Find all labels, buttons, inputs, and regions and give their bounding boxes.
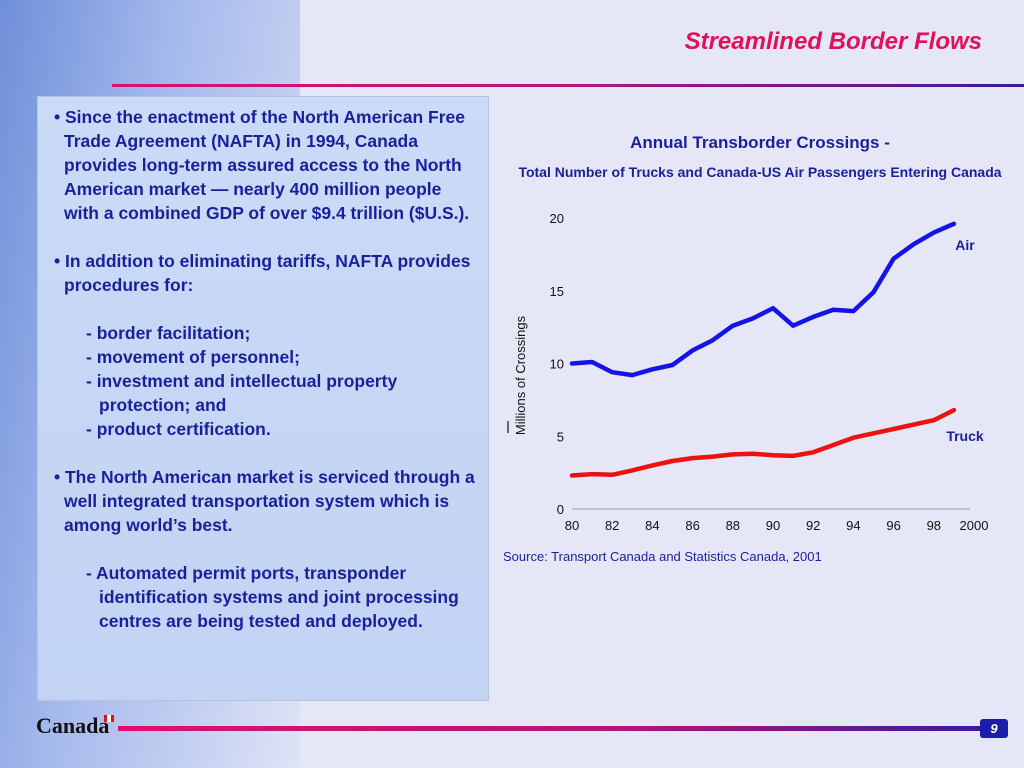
chart-subtitle: Total Number of Trucks and Canada-US Air… (518, 164, 1002, 180)
list-item: - movement of personnel; (86, 347, 300, 367)
x-tick-label: 84 (645, 518, 659, 533)
canada-wordmark: Canada (36, 713, 110, 738)
page-number: 9 (980, 719, 1008, 738)
y-tick-label: 10 (550, 357, 564, 372)
series-label-truck: Truck (946, 428, 984, 444)
page-title: Streamlined Border Flows (684, 28, 982, 55)
list-item: - border facilitation; (86, 323, 251, 343)
line-chart: 0 5 10 15 20 80 82 84 86 88 90 92 94 96 98 2000 Millions… (507, 211, 989, 533)
y-tick-label: 20 (550, 211, 564, 226)
x-tick-label: 96 (886, 518, 900, 533)
y-axis-label: Millions of Crossings (513, 315, 528, 435)
x-tick-label: 94 (846, 518, 860, 533)
header-rule (112, 84, 1024, 87)
bullet-transportation: • The North American market is serviced … (54, 467, 475, 535)
procedure-list: - border facilitation; - movement of per… (48, 321, 478, 441)
x-tick-label: 2000 (960, 518, 989, 533)
series-label-air: Air (955, 237, 975, 253)
x-tick-label: 86 (685, 518, 699, 533)
x-tick-label: 82 (605, 518, 619, 533)
x-tick-label: 80 (565, 518, 579, 533)
series-line-truck (569, 407, 957, 478)
series-line-air (569, 221, 957, 378)
list-item: - investment and intellectual property p… (86, 371, 398, 415)
text-panel: • Since the enactment of the North Ameri… (37, 96, 489, 701)
list-item: - product certification. (86, 419, 271, 439)
bullet-nafta: • Since the enactment of the North Ameri… (54, 107, 470, 223)
y-tick-label: 5 (557, 429, 564, 444)
y-tick-label: 15 (550, 284, 564, 299)
chart-title: Annual Transborder Crossings - (630, 133, 890, 152)
list-item-automated: - Automated permit ports, transponder id… (86, 563, 459, 631)
x-tick-label: 92 (806, 518, 820, 533)
x-tick-label: 98 (927, 518, 941, 533)
bullet-procedures: • In addition to eliminating tariffs, NA… (54, 251, 471, 295)
source-note: Source: Transport Canada and Statistics … (503, 549, 822, 564)
footer-rule (118, 726, 1000, 731)
x-tick-label: 90 (766, 518, 780, 533)
flag-icon (104, 715, 114, 722)
y-tick-label: 0 (557, 502, 564, 517)
x-tick-label: 88 (726, 518, 740, 533)
